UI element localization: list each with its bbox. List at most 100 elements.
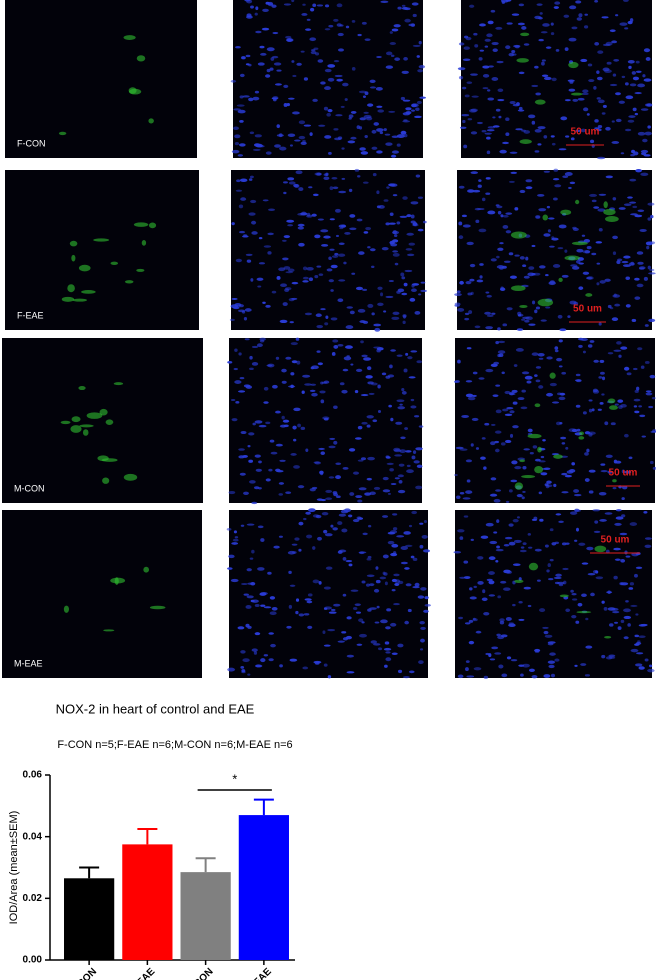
nucleus xyxy=(244,338,250,341)
nucleus xyxy=(597,156,606,160)
nucleus xyxy=(588,469,596,473)
nucleus xyxy=(278,133,283,138)
nucleus xyxy=(417,196,423,199)
nucleus xyxy=(288,268,295,272)
signal xyxy=(78,386,86,391)
nucleus xyxy=(497,98,505,102)
nucleus xyxy=(615,14,619,17)
nucleus xyxy=(399,403,403,406)
nucleus xyxy=(624,366,630,371)
nucleus xyxy=(360,340,364,344)
nucleus xyxy=(394,477,400,480)
nucleus xyxy=(521,496,525,500)
nucleus xyxy=(528,266,535,270)
nucleus xyxy=(612,251,617,256)
nucleus xyxy=(269,67,274,71)
nucleus xyxy=(557,392,562,396)
nucleus xyxy=(457,359,461,364)
nucleus xyxy=(292,551,297,554)
nucleus xyxy=(270,643,276,648)
nucleus xyxy=(646,245,650,250)
nucleus xyxy=(486,294,492,298)
nucleus xyxy=(337,298,344,303)
nucleus xyxy=(528,668,535,673)
nucleus xyxy=(290,342,298,346)
nucleus xyxy=(615,509,622,512)
signal xyxy=(519,139,532,144)
nucleus xyxy=(637,640,641,643)
nucleus xyxy=(482,87,489,90)
nucleus xyxy=(536,579,541,582)
nucleus xyxy=(552,264,561,268)
nucleus xyxy=(484,311,492,315)
nucleus xyxy=(601,393,605,396)
nucleus xyxy=(543,674,551,678)
nucleus xyxy=(386,186,390,189)
nucleus xyxy=(385,65,394,69)
nucleus xyxy=(285,287,292,291)
nucleus xyxy=(643,276,648,281)
nucleus xyxy=(337,253,346,257)
nucleus xyxy=(481,597,488,602)
signal xyxy=(103,629,115,632)
nucleus xyxy=(627,20,633,25)
nucleus xyxy=(465,380,473,383)
scale-label: 50 um xyxy=(609,468,638,479)
nucleus xyxy=(571,266,580,270)
nucleus xyxy=(487,210,496,215)
nucleus xyxy=(320,308,326,311)
micrograph xyxy=(455,338,655,503)
nucleus xyxy=(357,308,366,313)
nucleus xyxy=(286,625,292,629)
nucleus xyxy=(269,596,276,600)
nucleus xyxy=(518,3,525,7)
nucleus xyxy=(306,534,313,539)
nucleus xyxy=(462,119,466,124)
nucleus xyxy=(392,250,398,253)
nucleus xyxy=(508,180,515,183)
nucleus xyxy=(357,175,361,178)
nucleus xyxy=(580,58,588,63)
nucleus xyxy=(628,587,634,590)
nucleus xyxy=(373,588,380,593)
signal xyxy=(534,99,546,105)
nucleus xyxy=(645,57,651,61)
nucleus xyxy=(365,226,372,231)
nucleus xyxy=(390,349,396,352)
nucleus xyxy=(547,660,556,664)
nucleus xyxy=(359,633,367,638)
nucleus xyxy=(370,640,378,644)
nucleus xyxy=(236,179,241,183)
nucleus xyxy=(506,406,514,410)
nucleus xyxy=(629,582,635,586)
nucleus xyxy=(601,376,606,381)
nucleus xyxy=(586,113,590,116)
nucleus xyxy=(329,186,334,191)
nucleus xyxy=(298,548,302,552)
nucleus xyxy=(293,183,299,188)
nucleus xyxy=(249,131,255,135)
nucleus xyxy=(350,363,354,366)
nucleus xyxy=(623,203,632,206)
nucleus xyxy=(327,109,333,113)
nucleus xyxy=(245,253,253,256)
nucleus xyxy=(634,634,640,638)
nucleus xyxy=(308,277,314,282)
nucleus xyxy=(517,397,525,401)
nucleus xyxy=(494,652,502,655)
nucleus xyxy=(485,291,490,294)
nucleus xyxy=(650,214,654,219)
nucleus xyxy=(582,411,587,415)
nucleus xyxy=(390,54,395,58)
nucleus xyxy=(246,568,252,572)
nucleus xyxy=(389,468,394,472)
nucleus xyxy=(531,84,539,88)
nucleus xyxy=(411,510,418,515)
nucleus xyxy=(369,86,377,89)
nucleus xyxy=(286,103,290,107)
nucleus xyxy=(484,45,489,48)
nucleus xyxy=(623,608,631,613)
nucleus xyxy=(621,469,625,474)
nucleus xyxy=(373,643,381,646)
nucleus xyxy=(366,366,372,371)
